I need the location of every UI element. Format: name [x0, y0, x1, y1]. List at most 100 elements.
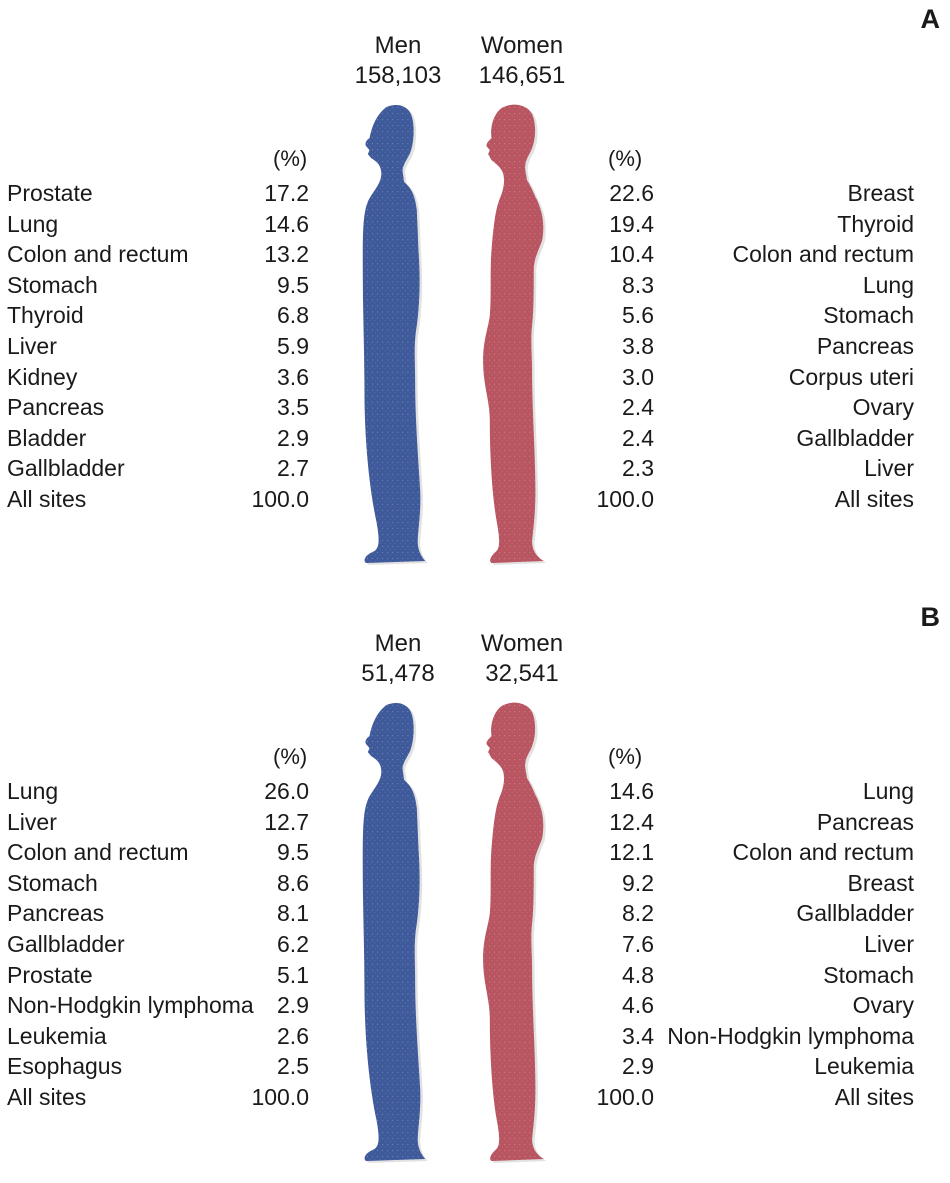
female-silhouette [483, 702, 547, 1163]
women-site-row: Ovary 2.4 [560, 392, 914, 423]
site-name: Thyroid [7, 302, 84, 329]
site-name: All sites [7, 485, 87, 512]
men-site-row: Liver 5.9 [7, 331, 309, 362]
site-percent: 3.4 [622, 1022, 654, 1049]
site-percent: 100.0 [251, 1083, 309, 1110]
men-site-row: Lung 26.0 [7, 776, 309, 807]
women-percent-label: (%) [608, 744, 643, 769]
site-percent: 2.4 [622, 424, 654, 451]
women-site-row: Pancreas 12.4 [560, 807, 914, 838]
panel-label: B [920, 602, 941, 632]
site-percent: 2.5 [277, 1053, 309, 1080]
women-site-row: Stomach 4.8 [560, 960, 914, 991]
panel-a: A Men 158,103 Women 146,651 (%) (%) Pros… [0, 0, 950, 585]
site-percent: 3.0 [622, 363, 654, 390]
site-name: Stomach [823, 961, 914, 988]
men-site-row: All sites 100.0 [7, 1082, 309, 1113]
men-label: Men [374, 32, 422, 59]
men-site-row: Colon and rectum 9.5 [7, 837, 309, 868]
women-site-row: All sites 100.0 [560, 1082, 914, 1113]
site-percent: 14.6 [264, 210, 309, 237]
site-name: All sites [834, 485, 914, 512]
site-percent: 9.2 [622, 869, 654, 896]
site-percent: 12.7 [264, 808, 309, 835]
women-site-row: Liver 2.3 [560, 453, 914, 484]
men-site-row: Leukemia 2.6 [7, 1021, 309, 1052]
women-site-row: Gallbladder 8.2 [560, 898, 914, 929]
site-name: Ovary [852, 394, 914, 421]
site-percent: 8.2 [622, 900, 654, 927]
site-name: Ovary [852, 992, 914, 1019]
women-site-row: All sites 100.0 [560, 484, 914, 515]
site-name: Lung [862, 271, 914, 298]
male-silhouette [362, 703, 428, 1163]
site-name: Bladder [7, 424, 87, 451]
site-percent: 2.3 [622, 455, 654, 482]
site-percent: 8.3 [622, 271, 654, 298]
site-name: Esophagus [7, 1053, 123, 1080]
site-name: Pancreas [816, 332, 914, 359]
site-name: All sites [834, 1083, 914, 1110]
site-percent: 2.6 [277, 1022, 309, 1049]
men-site-row: Liver 12.7 [7, 807, 309, 838]
women-site-row: Liver 7.6 [560, 929, 914, 960]
female-silhouette-speckle [483, 702, 544, 1161]
women-site-list: Breast 22.6 Thyroid 19.4 Colon and rectum 10.… [560, 178, 914, 515]
site-percent: 6.2 [277, 930, 309, 957]
men-site-row: Thyroid 6.8 [7, 300, 309, 331]
male-silhouette [362, 105, 428, 565]
site-name: Gallbladder [7, 455, 125, 482]
men-site-row: Bladder 2.9 [7, 423, 309, 454]
site-name: Colon and rectum [732, 839, 914, 866]
site-name: Leukemia [814, 1053, 914, 1080]
women-site-row: Corpus uteri 3.0 [560, 362, 914, 393]
site-percent: 19.4 [609, 210, 654, 237]
site-name: Lung [7, 778, 59, 804]
site-percent: 2.4 [622, 394, 654, 421]
site-name: Pancreas [7, 900, 105, 927]
site-percent: 3.5 [277, 394, 309, 421]
site-name: Gallbladder [796, 424, 914, 451]
site-percent: 5.6 [622, 302, 654, 329]
site-name: Liver [864, 455, 914, 482]
site-percent: 8.6 [277, 869, 309, 896]
site-name: Pancreas [7, 394, 105, 421]
site-name: Liver [7, 332, 57, 359]
site-percent: 13.2 [264, 241, 309, 268]
site-percent: 2.9 [277, 424, 309, 451]
site-name: Breast [847, 869, 914, 896]
site-name: Liver [7, 808, 57, 835]
site-name: Stomach [7, 271, 98, 298]
men-site-row: All sites 100.0 [7, 484, 309, 515]
site-name: Breast [847, 180, 914, 206]
site-percent: 2.9 [277, 992, 309, 1019]
site-percent: 17.2 [264, 180, 309, 206]
women-site-row: Breast 9.2 [560, 868, 914, 899]
women-site-row: Gallbladder 2.4 [560, 423, 914, 454]
site-percent: 5.1 [277, 961, 309, 988]
site-name: Gallbladder [796, 900, 914, 927]
site-percent: 12.1 [609, 839, 654, 866]
men-site-row: Gallbladder 6.2 [7, 929, 309, 960]
men-site-row: Non-Hodgkin lymphoma 2.9 [7, 990, 309, 1021]
site-name: Pancreas [816, 808, 914, 835]
site-percent: 6.8 [277, 302, 309, 329]
men-site-list: Lung 26.0 Liver 12.7 Colon and rectum 9.5 Stom… [7, 776, 309, 1113]
site-name: Corpus uteri [788, 363, 914, 390]
men-site-row: Prostate 5.1 [7, 960, 309, 991]
men-site-row: Prostate 17.2 [7, 178, 309, 209]
site-percent: 9.5 [277, 839, 309, 866]
site-name: Stomach [823, 302, 914, 329]
men-site-row: Stomach 9.5 [7, 270, 309, 301]
men-site-row: Colon and rectum 13.2 [7, 239, 309, 270]
site-name: Liver [864, 930, 914, 957]
women-site-list: Lung 14.6 Pancreas 12.4 Colon and rectum 12.1… [560, 776, 914, 1113]
site-name: Gallbladder [7, 930, 125, 957]
site-percent: 4.6 [622, 992, 654, 1019]
women-total: 146,651 [478, 62, 566, 89]
site-name: Non-Hodgkin lymphoma [667, 1022, 914, 1049]
site-name: Prostate [7, 180, 93, 206]
men-site-row: Pancreas 8.1 [7, 898, 309, 929]
men-site-row: Kidney 3.6 [7, 362, 309, 393]
women-total: 32,541 [485, 660, 559, 687]
